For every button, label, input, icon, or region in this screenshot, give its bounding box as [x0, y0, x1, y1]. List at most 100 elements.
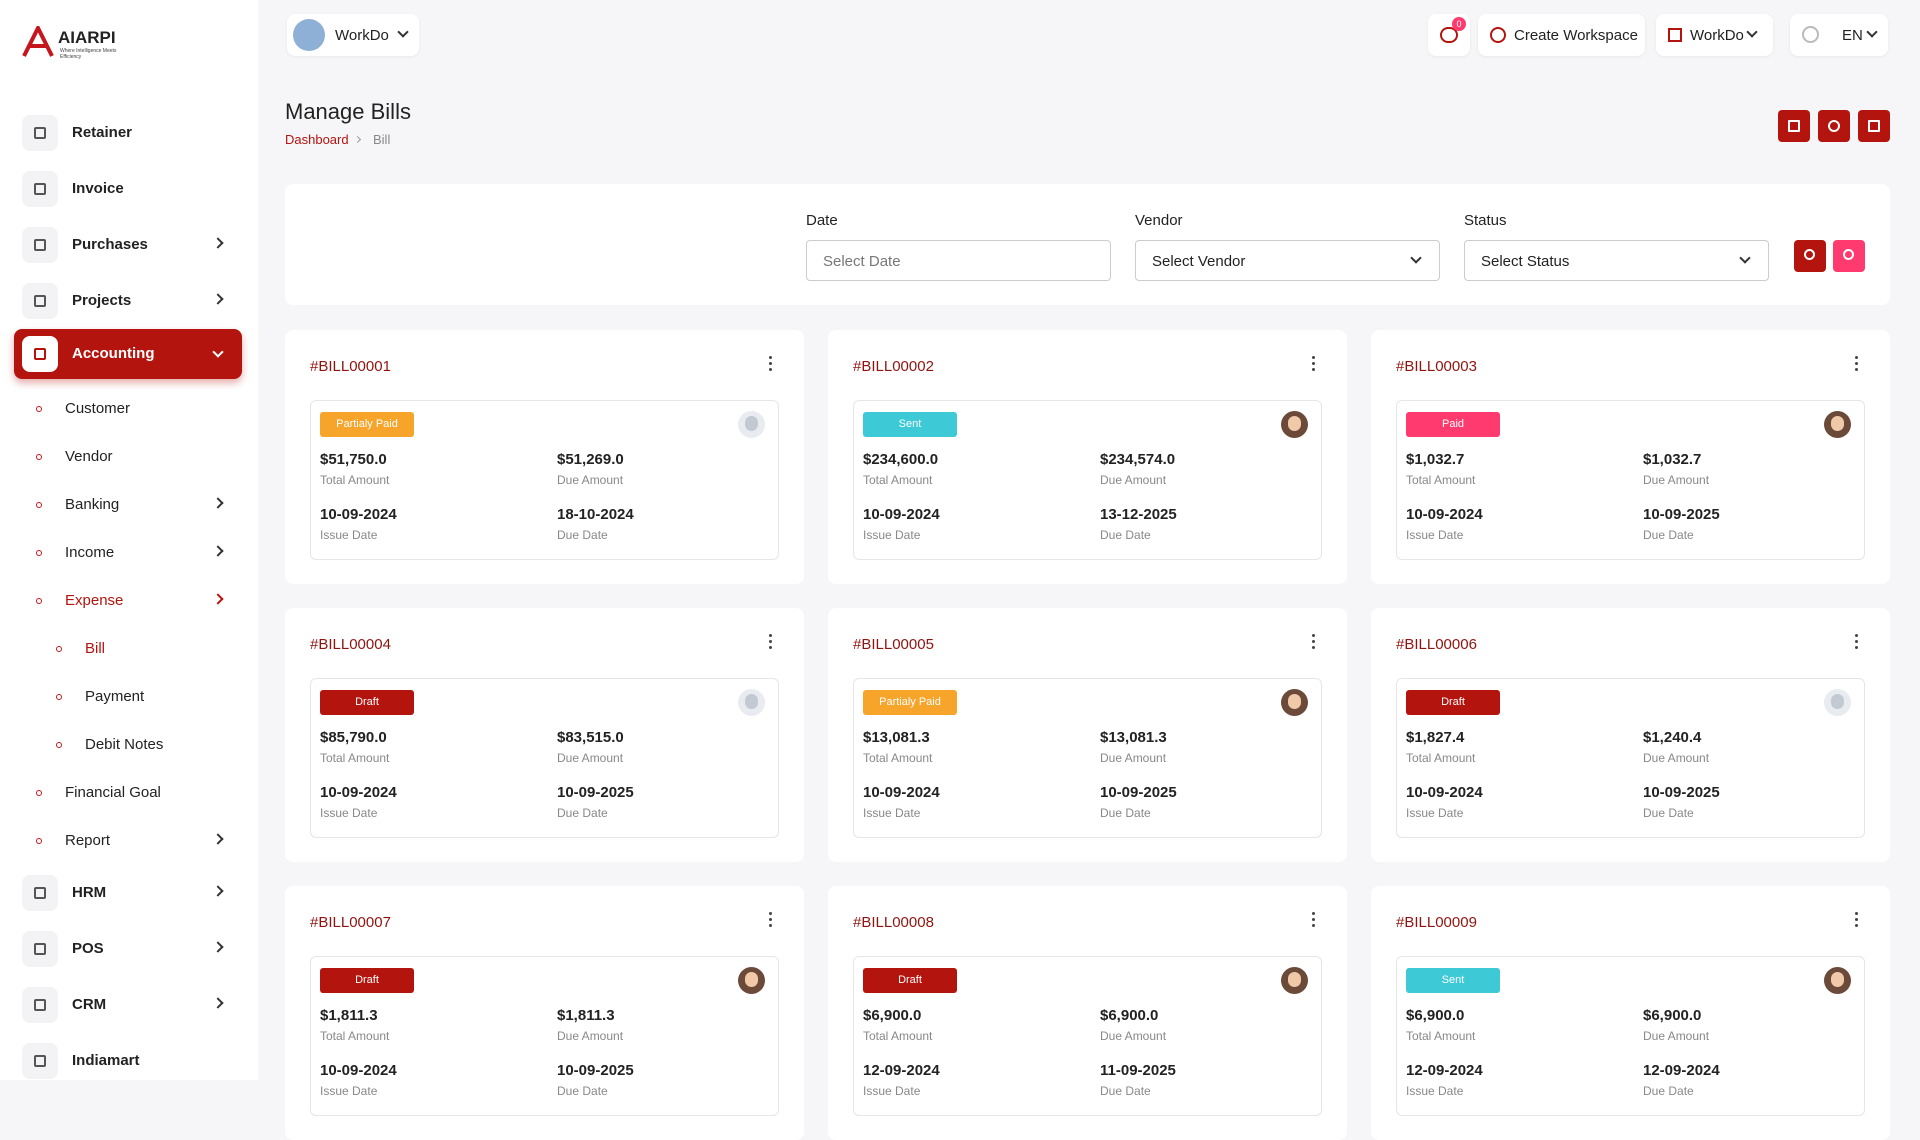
field-label: Due Amount: [1100, 751, 1167, 765]
bill-due-date: 10-09-2025: [1100, 784, 1177, 801]
field-label: Total Amount: [1406, 1029, 1476, 1043]
bill-card: #BILL00006 Draft $1,827.4 Total Amount $1,24…: [1371, 608, 1890, 862]
filter-select[interactable]: Select Vendor: [1135, 240, 1440, 281]
nav-item[interactable]: CRM: [14, 977, 242, 1033]
menu-dot: [1312, 368, 1315, 371]
status-badge: Draft: [1406, 690, 1500, 715]
nav-item[interactable]: Financial Goal: [14, 769, 242, 817]
status-badge: Sent: [1406, 968, 1500, 993]
bill-issue-date: 10-09-2024: [863, 506, 940, 523]
nav-icon: [22, 1043, 58, 1079]
field-label: Due Date: [557, 806, 608, 820]
reset-button[interactable]: [1833, 240, 1865, 272]
nav-item[interactable]: Debit Notes: [14, 721, 242, 769]
nav-item[interactable]: Banking: [14, 481, 242, 529]
bill-number[interactable]: #BILL00001: [310, 358, 391, 375]
bill-number[interactable]: #BILL00008: [853, 914, 934, 931]
card-menu[interactable]: [1309, 356, 1319, 374]
filter-panel: Date Select Date Vendor Select Vendor Status…: [285, 184, 1890, 305]
nav-item[interactable]: Invoice: [14, 161, 242, 217]
nav-bullet: [36, 502, 42, 508]
card-menu[interactable]: [766, 634, 776, 652]
nav-item[interactable]: Purchases: [14, 217, 242, 273]
settings-button[interactable]: [1818, 110, 1850, 142]
field-label: Due Amount: [557, 751, 624, 765]
field-label: Due Date: [1643, 528, 1694, 542]
bill-number[interactable]: #BILL00003: [1396, 358, 1477, 375]
nav-label: Banking: [65, 496, 120, 513]
field-label: Due Date: [1100, 528, 1151, 542]
list-view-button[interactable]: [1778, 110, 1810, 142]
nav-label: Debit Notes: [85, 736, 164, 753]
breadcrumb-item[interactable]: Dashboard: [285, 132, 349, 147]
nav-item[interactable]: Vendor: [14, 433, 242, 481]
nav-item[interactable]: Accounting: [14, 329, 242, 379]
filter-input[interactable]: Select Date: [806, 240, 1111, 281]
breadcrumb-item: Bill: [373, 132, 391, 147]
bill-number[interactable]: #BILL00004: [310, 636, 391, 653]
nav-label: Income: [65, 544, 115, 561]
menu-dot: [1312, 640, 1315, 643]
chevron: [353, 135, 362, 144]
nav-item[interactable]: Customer: [14, 385, 242, 433]
create-button[interactable]: [1858, 110, 1890, 142]
bill-due-date: 11-09-2025: [1100, 1062, 1176, 1079]
nav-item[interactable]: Projects: [14, 273, 242, 329]
button-icon: [1868, 120, 1880, 132]
notifications[interactable]: 0: [1428, 14, 1470, 56]
nav-item[interactable]: Expense: [14, 577, 242, 625]
nav-bullet: [56, 694, 62, 700]
create-workspace[interactable]: Create Workspace: [1478, 14, 1645, 56]
field-label: Total Amount: [863, 473, 933, 487]
nav-item[interactable]: Bill: [14, 625, 242, 673]
bill-number[interactable]: #BILL00007: [310, 914, 391, 931]
menu-dot: [1312, 924, 1315, 927]
card-menu[interactable]: [1852, 634, 1862, 652]
field-label: Due Amount: [1100, 473, 1167, 487]
create-workspace-label: Create Workspace: [1514, 27, 1638, 44]
card-menu[interactable]: [1309, 912, 1319, 930]
bill-number[interactable]: #BILL00005: [853, 636, 934, 653]
plus-circle-icon: [1490, 27, 1506, 43]
chevron: [212, 941, 224, 953]
search-button[interactable]: [1794, 240, 1826, 272]
nav-item[interactable]: HRM: [14, 865, 242, 921]
avatar-face: [1831, 972, 1844, 987]
status-badge: Partialy Paid: [863, 690, 957, 715]
card-menu[interactable]: [766, 356, 776, 374]
nav-item[interactable]: Report: [14, 817, 242, 865]
bill-number[interactable]: #BILL00006: [1396, 636, 1477, 653]
nav-item[interactable]: POS: [14, 921, 242, 977]
nav-item[interactable]: Retainer: [14, 105, 242, 161]
menu-dot: [1855, 912, 1858, 915]
bill-due: $83,515.0: [557, 729, 624, 746]
nav-item[interactable]: Income: [14, 529, 242, 577]
filter-select[interactable]: Select Status: [1464, 240, 1769, 281]
field-label: Due Date: [1643, 1084, 1694, 1098]
nav-item[interactable]: Payment: [14, 673, 242, 721]
page: AIARPI Where Intelligence Meets Efficien…: [14, 14, 1890, 1116]
bill-issue-date: 10-09-2024: [1406, 784, 1483, 801]
nav-icon-glyph: [34, 127, 46, 139]
bill-number[interactable]: #BILL00002: [853, 358, 934, 375]
field-label: Issue Date: [863, 528, 921, 542]
card-menu[interactable]: [1852, 356, 1862, 374]
language-switcher[interactable]: EN: [1790, 14, 1888, 56]
card-menu[interactable]: [1852, 912, 1862, 930]
card-menu[interactable]: [1309, 634, 1319, 652]
workspace-switcher[interactable]: WorkDo: [287, 14, 419, 56]
company-switcher[interactable]: WorkDo: [1656, 14, 1773, 56]
field-label: Due Amount: [1643, 473, 1710, 487]
nav-item[interactable]: Indiamart: [14, 1033, 242, 1089]
nav-bullet: [36, 598, 42, 604]
avatar: [738, 967, 765, 994]
bill-number[interactable]: #BILL00009: [1396, 914, 1477, 931]
card-menu[interactable]: [766, 912, 776, 930]
globe-icon: [1802, 26, 1819, 43]
chevron: [1739, 252, 1751, 264]
nav-label: Retainer: [72, 124, 133, 141]
nav-icon: [22, 875, 58, 911]
nav-icon-glyph: [34, 887, 46, 899]
avatar-face: [1831, 416, 1844, 431]
filter-placeholder: Select Vendor: [1152, 253, 1246, 270]
